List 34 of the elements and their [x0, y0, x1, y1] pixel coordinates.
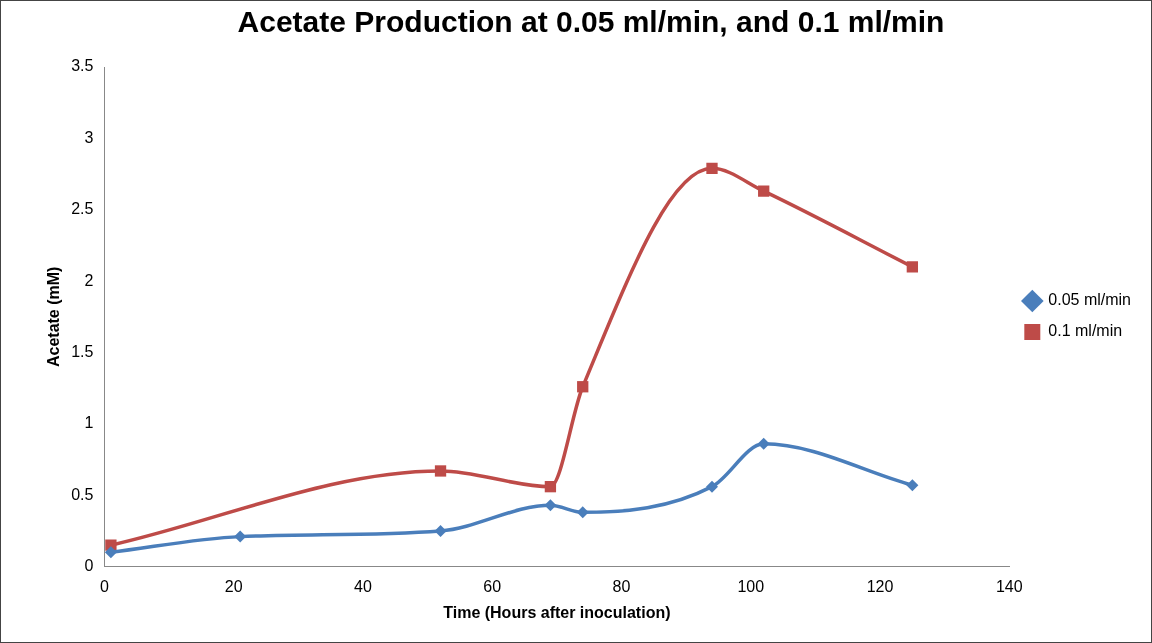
- point: [544, 499, 557, 512]
- x-tick-label: 40: [354, 577, 372, 595]
- x-tick-label: 0: [99, 577, 109, 595]
- x-tick-label: 100: [737, 577, 765, 595]
- legend-label: 0.1 ml/min: [1048, 322, 1123, 340]
- y-tick-label: 2: [84, 271, 94, 289]
- y-tick-label: 0.5: [71, 485, 94, 503]
- x-tick-label: 20: [224, 577, 243, 595]
- point: [906, 479, 919, 492]
- point: [544, 481, 557, 493]
- x-axis-title: Time (Hours after inoculation): [443, 603, 671, 621]
- point: [757, 437, 770, 450]
- x-tick-label: 140: [995, 577, 1023, 595]
- point: [434, 524, 447, 537]
- point: [906, 261, 919, 273]
- x-tick-label: 80: [612, 577, 631, 595]
- y-tick-label: 2.5: [71, 200, 94, 218]
- chart-title: Acetate Production at 0.05 ml/min, and 0.1 ml/min: [237, 5, 945, 39]
- y-tick-label: 1: [84, 414, 94, 432]
- point: [706, 162, 718, 174]
- point: [705, 480, 718, 493]
- point: [577, 381, 589, 393]
- x-tick-label: 120: [866, 577, 894, 595]
- y-tick-label: 0: [84, 557, 94, 575]
- x-tick-label: 60: [483, 577, 502, 595]
- y-axis-title: Acetate (mM): [45, 266, 63, 368]
- point: [104, 546, 117, 559]
- y-tick-label: 3.5: [71, 57, 94, 75]
- y-tick-label: 3: [84, 128, 94, 146]
- point: [576, 506, 589, 519]
- legend-label: 0.05 ml/min: [1048, 291, 1132, 309]
- point: [434, 465, 447, 477]
- point: [758, 185, 770, 197]
- y-tick-label: 1.5: [71, 342, 94, 360]
